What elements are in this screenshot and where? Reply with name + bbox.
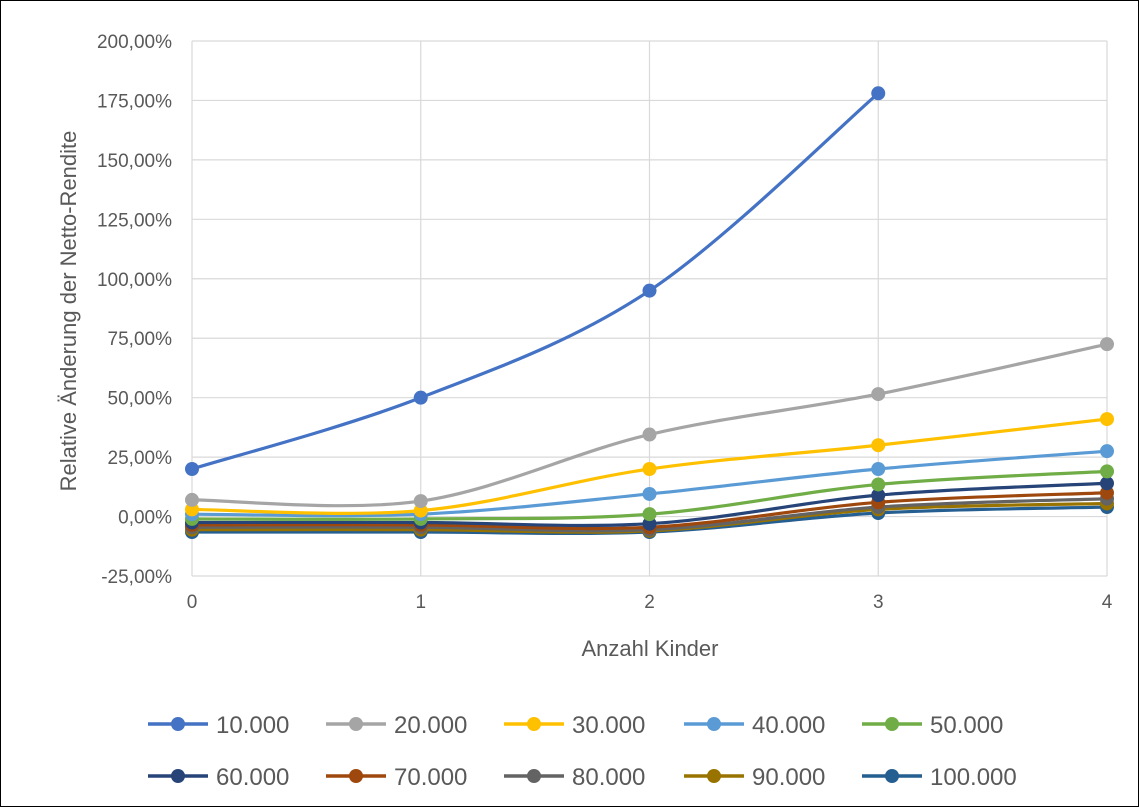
legend-item: 60.000 [148,764,289,791]
data-point [1100,337,1114,352]
legend-label: 90.000 [752,764,825,791]
legend-marker [349,717,363,731]
series-line [190,91,880,471]
series-20.000 [185,337,1114,509]
data-point [871,438,886,453]
legend-item: 50.000 [862,712,1003,739]
data-point [1100,476,1114,491]
data-point [1100,412,1114,427]
y-tick-label: 175,00% [97,91,172,112]
legend-item: 80.000 [504,764,645,791]
legend-marker [885,769,899,783]
data-point [642,427,657,442]
data-point [185,492,199,507]
legend-label: 50.000 [930,712,1003,739]
legend-marker [349,769,363,783]
legend-item: 20.000 [326,712,467,739]
legend-marker [527,717,541,731]
series-40.000 [185,444,1114,522]
legend-label: 40.000 [752,712,825,739]
legend-marker [171,769,185,783]
x-axis-title: Anzahl Kinder [582,636,719,661]
series-10.000 [185,86,886,476]
y-tick-label: 75,00% [108,329,173,350]
y-tick-label: -25,00% [101,567,172,588]
legend-item: 10.000 [148,712,289,739]
legend-marker [171,717,185,731]
legend-marker [885,717,899,731]
legend-label: 100.000 [930,764,1017,791]
data-point [185,462,199,476]
data-point [413,390,428,405]
data-point [642,462,657,476]
legend-marker [707,769,721,783]
legend-item: 100.000 [862,764,1017,791]
y-tick-label: 150,00% [97,151,172,172]
data-point [642,486,657,501]
axis-labels: Relative Änderung der Netto-Rendite Anza… [56,131,718,661]
data-point [413,494,428,509]
data-point [1100,444,1114,459]
y-tick-label: 200,00% [97,32,172,53]
legend-item: 40.000 [684,712,825,739]
data-point [642,507,657,522]
x-tick-label: 1 [415,592,426,613]
data-point [1100,464,1114,479]
legend-marker [707,717,721,731]
legend-label: 10.000 [216,712,289,739]
legend-marker [527,769,541,783]
y-tick-label: 25,00% [108,448,173,469]
legend-label: 80.000 [572,764,645,791]
x-tick-label: 2 [644,592,655,613]
legend-label: 70.000 [394,764,467,791]
x-tick-label: 3 [873,592,884,613]
y-tick-label: 0,00% [118,508,172,529]
series-lines [185,86,1114,540]
y-tick-label: 100,00% [97,270,172,291]
legend-label: 30.000 [572,712,645,739]
data-point [642,283,657,298]
data-point [871,488,886,503]
axes: -25,00% 0,00% 25,00% 50,00% 75,00% 100,00% 125… [97,32,1113,613]
legend-item: 30.000 [504,712,645,739]
legend-label: 20.000 [394,712,467,739]
y-axis-title: Relative Änderung der Netto-Rendite [56,131,81,492]
x-tick-label: 4 [1102,592,1113,613]
y-tick-label: 50,00% [108,389,173,410]
data-point [871,462,886,476]
data-point [871,86,886,101]
y-tick-label: 125,00% [97,210,172,231]
legend-item: 90.000 [684,764,825,791]
data-point [871,387,886,402]
legend-item: 70.000 [326,764,467,791]
legend: 10.000 20.000 30.000 40.000 50.000 60.000 70.0… [148,712,1017,791]
legend-label: 60.000 [216,764,289,791]
x-tick-label: 0 [187,592,198,613]
data-point [871,477,886,492]
